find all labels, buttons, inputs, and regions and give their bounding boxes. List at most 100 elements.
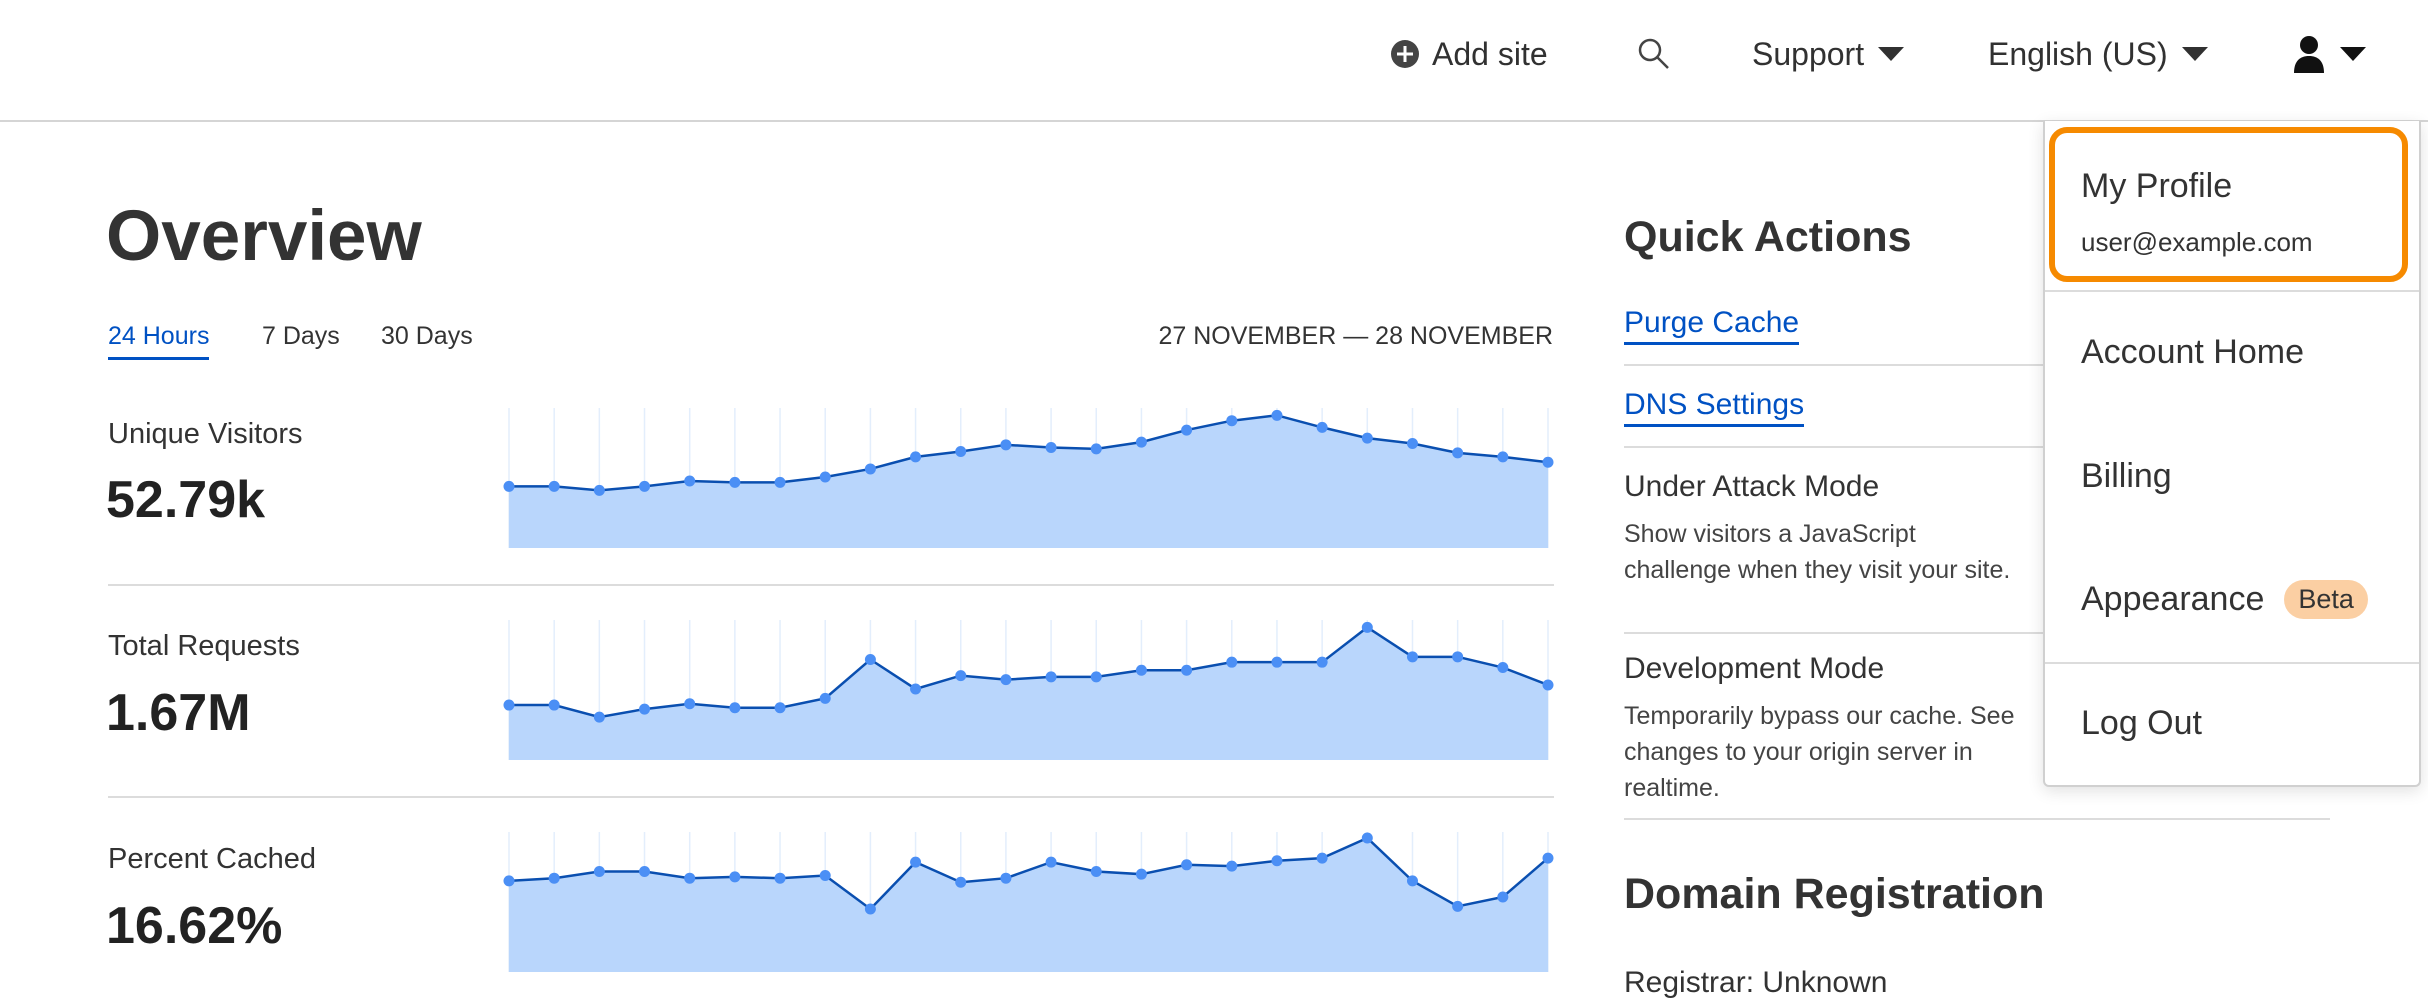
data-point bbox=[1452, 900, 1464, 912]
data-point bbox=[729, 871, 741, 883]
dns-settings-link[interactable]: DNS Settings bbox=[1624, 388, 1805, 427]
data-point bbox=[1316, 656, 1328, 668]
metric-value-percent-cached: 16.62% bbox=[106, 897, 283, 955]
data-point bbox=[1045, 856, 1057, 868]
data-point bbox=[1542, 456, 1554, 468]
quick-actions-title: Quick Actions bbox=[1624, 213, 1912, 261]
purge-cache-link[interactable]: Purge Cache bbox=[1624, 306, 1800, 345]
series-line bbox=[508, 836, 1549, 911]
data-point bbox=[955, 876, 967, 888]
data-point bbox=[1452, 447, 1464, 459]
billing-item[interactable]: Billing bbox=[2081, 457, 2172, 495]
data-point bbox=[729, 702, 741, 714]
data-point bbox=[1452, 651, 1464, 663]
metric-value-total-requests: 1.67M bbox=[106, 684, 251, 742]
data-point bbox=[1045, 442, 1057, 453]
add-site-label: Add site bbox=[1432, 35, 1548, 72]
data-point bbox=[1181, 664, 1193, 676]
user-menu-dropdown: My Profile user@example.com Account Home… bbox=[2043, 121, 2421, 787]
data-point bbox=[1361, 432, 1373, 444]
unique-visitors-chart bbox=[503, 408, 1554, 548]
account-home-item[interactable]: Account Home bbox=[2081, 333, 2304, 371]
data-point bbox=[1271, 409, 1283, 421]
under-attack-mode-title: Under Attack Mode bbox=[1624, 470, 1880, 503]
divider bbox=[2045, 290, 2419, 292]
divider bbox=[1624, 818, 2330, 820]
data-point bbox=[1406, 437, 1418, 449]
data-point bbox=[1226, 656, 1238, 668]
data-point bbox=[639, 866, 651, 877]
data-point bbox=[593, 866, 605, 877]
data-point bbox=[864, 654, 876, 665]
metric-label-unique-visitors: Unique Visitors bbox=[108, 418, 303, 450]
caret-down-icon bbox=[1878, 47, 1905, 61]
data-point bbox=[1226, 860, 1238, 872]
search-icon bbox=[1638, 38, 1669, 69]
data-point bbox=[955, 446, 967, 458]
data-point bbox=[548, 480, 560, 492]
tab-7-days[interactable]: 7 Days bbox=[262, 322, 340, 350]
data-point bbox=[1271, 656, 1283, 668]
data-point bbox=[1497, 662, 1509, 674]
divider bbox=[1624, 364, 2330, 366]
data-point bbox=[910, 856, 922, 868]
data-point bbox=[1497, 891, 1509, 903]
area-fill bbox=[509, 627, 1548, 760]
page-title: Overview bbox=[106, 197, 422, 276]
percent-cached-chart bbox=[503, 832, 1554, 972]
tab-24-hours[interactable]: 24 Hours bbox=[108, 322, 210, 360]
data-point bbox=[639, 703, 651, 715]
data-point bbox=[729, 476, 741, 488]
data-point bbox=[593, 711, 605, 723]
metric-value-unique-visitors: 52.79k bbox=[106, 471, 266, 529]
add-site-button[interactable]: Add site bbox=[1390, 34, 1548, 74]
divider bbox=[108, 584, 1554, 586]
support-dropdown[interactable]: Support bbox=[1752, 34, 1905, 74]
divider bbox=[1624, 632, 2330, 634]
data-point bbox=[1406, 875, 1418, 887]
data-point bbox=[684, 475, 696, 487]
appearance-label: Appearance bbox=[2081, 580, 2265, 618]
metric-label-percent-cached: Percent Cached bbox=[108, 843, 316, 875]
data-point bbox=[1000, 439, 1012, 451]
data-point bbox=[819, 870, 831, 882]
data-point bbox=[593, 484, 605, 496]
data-point bbox=[1316, 421, 1328, 433]
date-range: 27 NOVEMBER — 28 NOVEMBER bbox=[1158, 322, 1553, 350]
search-button[interactable] bbox=[1636, 34, 1672, 74]
data-point bbox=[1271, 855, 1283, 867]
data-point bbox=[819, 692, 831, 704]
data-point bbox=[1090, 671, 1102, 683]
area-fill bbox=[509, 838, 1548, 972]
data-point bbox=[1181, 424, 1193, 436]
metric-label-total-requests: Total Requests bbox=[108, 630, 300, 662]
data-point bbox=[1316, 852, 1328, 864]
divider bbox=[108, 796, 1554, 798]
data-point bbox=[503, 480, 515, 492]
user-icon bbox=[2294, 36, 2324, 73]
data-point bbox=[1090, 866, 1102, 877]
my-profile-label: My Profile bbox=[2081, 167, 2233, 205]
area-fill bbox=[509, 415, 1548, 548]
data-point bbox=[1135, 436, 1147, 448]
divider bbox=[2045, 662, 2419, 664]
data-point bbox=[1090, 443, 1102, 455]
support-label: Support bbox=[1752, 35, 1865, 72]
tab-30-days[interactable]: 30 Days bbox=[381, 322, 473, 350]
caret-down-icon bbox=[2340, 47, 2366, 61]
data-point bbox=[1361, 832, 1373, 844]
user-menu-toggle[interactable] bbox=[2292, 34, 2366, 74]
data-point bbox=[1135, 868, 1147, 880]
domain-registration-title: Domain Registration bbox=[1624, 870, 2045, 918]
language-dropdown[interactable]: English (US) bbox=[1988, 34, 2208, 74]
data-point bbox=[1226, 415, 1238, 427]
log-out-item[interactable]: Log Out bbox=[2081, 704, 2202, 742]
beta-badge: Beta bbox=[2284, 580, 2368, 619]
my-profile-item[interactable]: My Profile user@example.com bbox=[2049, 127, 2408, 282]
data-point bbox=[684, 698, 696, 710]
data-point bbox=[548, 872, 560, 884]
data-point bbox=[864, 903, 876, 915]
data-point bbox=[1497, 451, 1509, 463]
appearance-item[interactable]: Appearance Beta bbox=[2081, 580, 2368, 619]
data-point bbox=[774, 872, 786, 884]
